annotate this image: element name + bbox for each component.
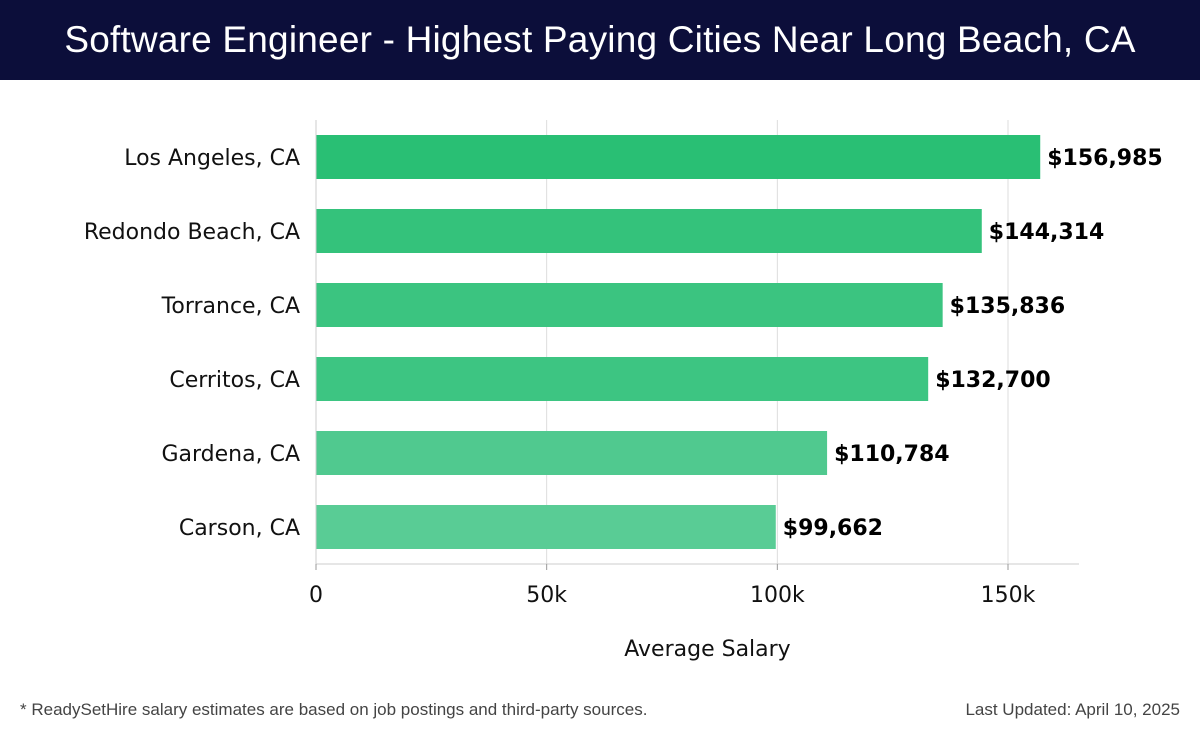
chart-title-banner: Software Engineer - Highest Paying Citie… xyxy=(0,0,1200,80)
category-label-3: Torrance, CA xyxy=(161,294,300,319)
gridlines xyxy=(315,120,1009,564)
source-note: * ReadySetHire salary estimates are base… xyxy=(20,700,648,719)
x-tick-label-2: 100k xyxy=(750,583,805,608)
bar-2 xyxy=(316,209,982,253)
axes: Los Angeles, CA Redondo Beach, CA Torrance… xyxy=(84,120,1079,662)
bars: $156,985 $144,314 $135,836 $132,700 $110,784… xyxy=(316,135,1163,549)
chart-title: Software Engineer - Highest Paying Citie… xyxy=(64,19,1136,60)
category-label-5: Gardena, CA xyxy=(161,442,300,467)
category-label-1: Los Angeles, CA xyxy=(124,146,300,171)
value-label-3: $135,836 xyxy=(950,294,1066,319)
x-tick-label-3: 150k xyxy=(981,583,1036,608)
last-updated: Last Updated: April 10, 2025 xyxy=(965,700,1180,719)
x-tick-label-1: 50k xyxy=(526,583,567,608)
x-axis-title: Average Salary xyxy=(624,637,790,662)
bar-6 xyxy=(316,505,776,549)
value-label-1: $156,985 xyxy=(1047,146,1163,171)
value-label-4: $132,700 xyxy=(935,368,1051,393)
bar-chart: $156,985 $144,314 $135,836 $132,700 $110,784… xyxy=(84,120,1163,662)
value-label-5: $110,784 xyxy=(834,442,950,467)
bar-4 xyxy=(316,357,929,401)
value-label-6: $99,662 xyxy=(783,516,883,541)
category-label-6: Carson, CA xyxy=(179,516,300,541)
category-label-2: Redondo Beach, CA xyxy=(84,220,300,245)
x-tick-label-0: 0 xyxy=(309,583,323,608)
bar-5 xyxy=(316,431,828,475)
bar-1 xyxy=(316,135,1041,179)
bar-3 xyxy=(316,283,943,327)
value-label-2: $144,314 xyxy=(989,220,1105,245)
category-label-4: Cerritos, CA xyxy=(169,368,300,393)
